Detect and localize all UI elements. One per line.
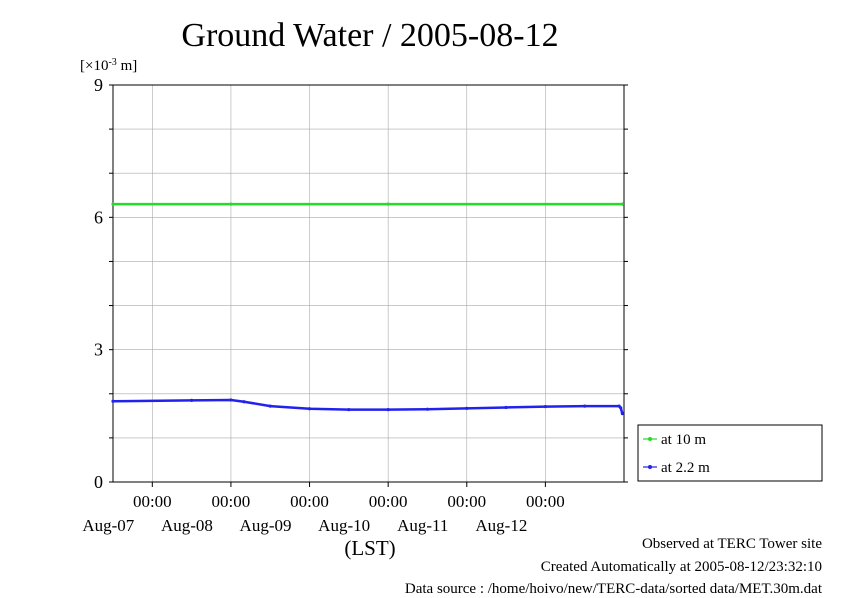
y-tick-label: 6 bbox=[94, 207, 103, 227]
footer-created: Created Automatically at 2005-08-12/23:3… bbox=[540, 559, 822, 575]
series-point bbox=[386, 202, 390, 206]
series-line bbox=[112, 398, 624, 414]
series-layer bbox=[111, 202, 624, 416]
x-tick-date-label: Aug-10 bbox=[318, 516, 370, 535]
x-tick-date-label: Aug-11 bbox=[397, 516, 448, 535]
series-point bbox=[229, 398, 233, 402]
legend-swatch-marker bbox=[648, 465, 652, 469]
x-tick-date-label: Aug-07 bbox=[82, 516, 134, 535]
footer-source: Data source : /home/hoivo/new/TERC-data/… bbox=[404, 581, 822, 597]
y-tick-label: 0 bbox=[94, 472, 103, 492]
chart-title: Ground Water / 2005-08-12 bbox=[181, 17, 558, 54]
legend-swatch-marker bbox=[648, 437, 652, 441]
x-tick-time-label: 00:00 bbox=[447, 492, 486, 511]
legend-label: at 10 m bbox=[661, 432, 706, 448]
x-tick-time-label: 00:00 bbox=[290, 492, 329, 511]
series-point bbox=[190, 398, 194, 402]
grid-lines bbox=[113, 84, 624, 483]
series-point bbox=[268, 404, 272, 408]
series-point bbox=[620, 202, 624, 206]
x-tick-date-label: Aug-12 bbox=[475, 516, 527, 535]
x-tick-time-label: 00:00 bbox=[526, 492, 565, 511]
series-point bbox=[619, 406, 623, 410]
series-point bbox=[620, 412, 624, 416]
y-axis: 0 3 6 9 bbox=[94, 75, 628, 492]
x-tick-time-label: 00:00 bbox=[133, 492, 172, 511]
series-point bbox=[465, 406, 469, 410]
x-axis: 00:00 Aug-07 00:00 Aug-08 00:00 Aug-09 00:00 Au… bbox=[82, 482, 565, 535]
series-point bbox=[242, 400, 246, 404]
series-point bbox=[111, 399, 115, 403]
series-point bbox=[386, 408, 390, 412]
legend-box bbox=[637, 424, 823, 482]
plot-frame bbox=[112, 84, 625, 483]
series-point bbox=[425, 407, 430, 411]
legend: at 10 m at 2.2 m bbox=[637, 424, 823, 482]
x-tick-date-label: Aug-08 bbox=[161, 516, 213, 535]
x-axis-label: (LST) bbox=[344, 536, 395, 560]
x-tick-date-label: Aug-09 bbox=[240, 516, 292, 535]
y-tick-label: 9 bbox=[94, 75, 103, 95]
y-tick-label: 3 bbox=[94, 340, 103, 360]
legend-label: at 2.2 m bbox=[661, 460, 710, 476]
x-tick-time-label: 00:00 bbox=[212, 492, 251, 511]
y-axis-label: [×10-3 m] bbox=[80, 57, 137, 74]
series-point bbox=[111, 202, 115, 206]
series-point bbox=[504, 405, 508, 410]
series-point bbox=[347, 408, 351, 412]
series-point bbox=[543, 404, 547, 409]
x-tick-time-label: 00:00 bbox=[369, 492, 408, 511]
series-point bbox=[583, 404, 587, 408]
series-point bbox=[229, 202, 233, 206]
footer-observed: Observed at TERC Tower site bbox=[641, 536, 822, 552]
series-point bbox=[307, 407, 312, 411]
